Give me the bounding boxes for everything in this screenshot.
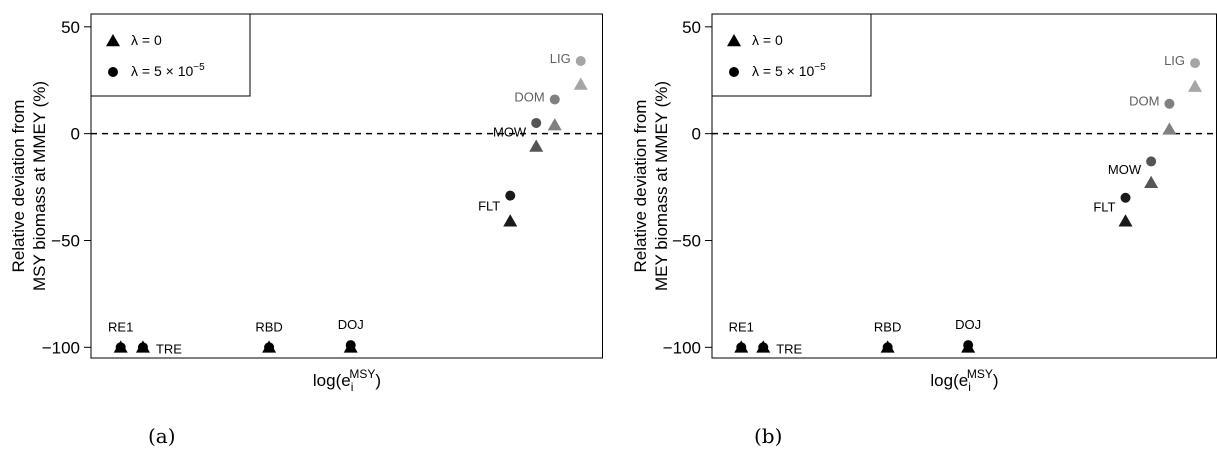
- circle-point-rbd: [882, 342, 893, 353]
- point-group-rbd: RBD: [874, 319, 901, 353]
- circle-point-flt: [1120, 192, 1131, 203]
- legend-entry-lambda-0: λ = 0: [131, 32, 162, 48]
- caption-b: (b): [754, 424, 783, 448]
- point-label-re1: RE1: [729, 319, 754, 334]
- circle-point-rbd: [264, 342, 275, 353]
- point-group-mow: MOW: [493, 117, 544, 152]
- circle-point-dom: [549, 94, 560, 105]
- legend-box: [711, 13, 872, 97]
- y-axis-label-line1: Relative deviation from: [631, 100, 650, 273]
- triangle-point-mow: [529, 139, 544, 152]
- point-group-lig: LIG: [1164, 53, 1203, 92]
- legend-box: [90, 13, 251, 97]
- circle-point-mow: [531, 117, 542, 128]
- circle-point-re1: [115, 342, 126, 353]
- triangle-point-lig: [573, 77, 588, 90]
- y-tick-label: −50: [51, 231, 80, 250]
- point-label-flt: FLT: [1093, 200, 1115, 215]
- x-axis-label: log(eiMSY): [930, 367, 998, 394]
- point-group-dom: DOM: [514, 89, 562, 131]
- point-label-flt: FLT: [478, 198, 500, 213]
- y-tick-label: 50: [61, 18, 80, 37]
- y-axis-label-line1: Relative deviation from: [9, 100, 28, 273]
- point-label-tre: TRE: [156, 341, 182, 356]
- triangle-point-mow: [1144, 175, 1159, 189]
- point-label-rbd: RBD: [255, 319, 282, 334]
- legend-entry-lambda-0: λ = 0: [752, 32, 783, 48]
- circle-point-mow: [1146, 156, 1157, 167]
- triangle-point-flt: [1118, 214, 1133, 227]
- point-group-dom: DOM: [1129, 94, 1177, 135]
- triangle-point-dom: [547, 118, 562, 131]
- point-group-mow: MOW: [1108, 156, 1159, 189]
- y-tick-label: 50: [682, 18, 701, 37]
- point-group-flt: FLT: [478, 190, 518, 227]
- y-tick-label: −100: [663, 338, 701, 357]
- point-group-tre: TRE: [756, 340, 803, 356]
- y-tick-label: 0: [71, 125, 80, 144]
- caption-a: (a): [148, 424, 176, 448]
- point-label-doj: DOJ: [338, 317, 364, 332]
- y-tick-label: 0: [692, 125, 701, 144]
- point-label-dom: DOM: [1129, 94, 1159, 109]
- triangle-point-flt: [503, 214, 518, 227]
- circle-point-tre: [758, 342, 769, 353]
- circle-point-tre: [137, 342, 148, 353]
- y-tick-label: −100: [42, 338, 80, 357]
- point-group-tre: TRE: [135, 340, 182, 356]
- point-group-re1: RE1: [729, 319, 754, 353]
- chart-panel-b: 50 0 −50 −100 Relative deviation from MEY bio…: [631, 13, 1217, 394]
- y-axis-label-line2: MEY biomass at MMEY (%): [652, 81, 671, 291]
- legend: λ = 0 λ = 5 × 10−5: [711, 13, 872, 97]
- legend-triangle-marker: [106, 34, 120, 47]
- x-axis-label: log(eiMSY): [313, 367, 381, 394]
- triangle-point-lig: [1188, 79, 1203, 92]
- point-label-mow: MOW: [493, 125, 527, 140]
- circle-point-lig: [1190, 58, 1201, 69]
- point-group-rbd: RBD: [255, 319, 283, 353]
- circle-point-doj: [963, 340, 974, 351]
- circle-point-flt: [505, 190, 516, 201]
- point-label-tre: TRE: [776, 341, 802, 356]
- legend-entry-lambda-5e-5: λ = 5 × 10−5: [131, 62, 205, 79]
- circle-point-lig: [575, 56, 586, 67]
- point-group-lig: LIG: [550, 51, 588, 90]
- y-axis-label-line2: MSY biomass at MMEY (%): [30, 81, 49, 291]
- point-group-flt: FLT: [1093, 192, 1133, 227]
- point-label-lig: LIG: [550, 51, 571, 66]
- circle-point-doj: [345, 340, 356, 351]
- point-label-mow: MOW: [1108, 162, 1142, 177]
- point-group-doj: DOJ: [338, 317, 364, 353]
- legend-circle-marker: [108, 67, 118, 77]
- point-group-doj: DOJ: [955, 317, 981, 353]
- point-label-re1: RE1: [108, 319, 133, 334]
- legend-entry-lambda-5e-5: λ = 5 × 10−5: [752, 62, 826, 79]
- point-label-dom: DOM: [514, 89, 544, 104]
- point-label-rbd: RBD: [874, 319, 901, 334]
- legend-triangle-marker: [727, 34, 741, 47]
- circle-point-dom: [1164, 98, 1175, 109]
- y-tick-label: −50: [672, 231, 701, 250]
- legend-circle-marker: [729, 67, 739, 77]
- plot-frame: [90, 13, 603, 359]
- legend: λ = 0 λ = 5 × 10−5: [90, 13, 251, 97]
- triangle-point-dom: [1162, 122, 1177, 135]
- point-label-doj: DOJ: [955, 317, 981, 332]
- circle-point-re1: [736, 342, 747, 353]
- point-group-re1: RE1: [108, 319, 133, 353]
- chart-panel-a: 50 0 −50 −100 Relative deviation from MSY bio…: [9, 13, 603, 394]
- point-label-lig: LIG: [1164, 53, 1185, 68]
